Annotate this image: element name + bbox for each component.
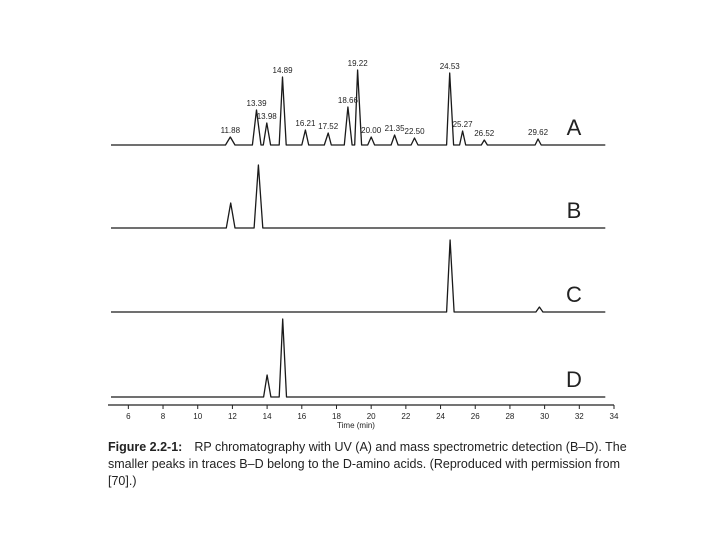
trace-label: C [566, 282, 582, 307]
trace [111, 164, 606, 229]
trace-label: A [567, 115, 582, 140]
x-tick-label: 12 [228, 412, 237, 421]
trace-label: D [566, 367, 582, 392]
peak-label: 16.21 [295, 119, 316, 128]
peak-label: 17.52 [318, 122, 339, 131]
trace [111, 239, 606, 313]
trace-label: B [567, 198, 582, 223]
x-tick-label: 28 [505, 412, 514, 421]
peak-label: 24.53 [440, 62, 461, 71]
caption-text: RP chromatography with UV (A) and mass s… [108, 440, 627, 488]
x-tick-label: 14 [263, 412, 272, 421]
x-tick-label: 6 [126, 412, 131, 421]
x-tick-label: 16 [297, 412, 306, 421]
x-tick-label: 30 [540, 412, 549, 421]
peak-label: 19.22 [348, 59, 369, 68]
trace [111, 69, 606, 146]
peak-label: 11.88 [221, 126, 241, 135]
x-tick-label: 24 [436, 412, 445, 421]
x-tick-label: 18 [332, 412, 341, 421]
x-tick-label: 10 [193, 412, 202, 421]
trace [111, 318, 606, 398]
x-tick-label: 8 [161, 412, 166, 421]
x-tick-label: 26 [471, 412, 480, 421]
peak-label: 26.52 [474, 129, 495, 138]
x-tick-label: 20 [367, 412, 376, 421]
peak-label: 18.66 [338, 96, 359, 105]
peak-label: 29.62 [528, 128, 549, 137]
peak-label: 22.50 [405, 127, 426, 136]
peak-label: 21.35 [385, 124, 406, 133]
x-tick-label: 32 [575, 412, 584, 421]
peak-label: 14.89 [273, 66, 294, 75]
peak-label: 13.98 [257, 112, 278, 121]
peak-label: 25.27 [453, 120, 474, 129]
peak-label: 20.00 [361, 126, 382, 135]
x-axis-label: Time (min) [337, 421, 375, 430]
caption-label: Figure 2.2-1: [108, 440, 183, 454]
x-tick-label: 22 [401, 412, 410, 421]
x-tick-label: 34 [610, 412, 619, 421]
caption: Figure 2.2-1: RP chromatography with UV (… [108, 439, 628, 490]
peak-label: 13.39 [247, 99, 268, 108]
